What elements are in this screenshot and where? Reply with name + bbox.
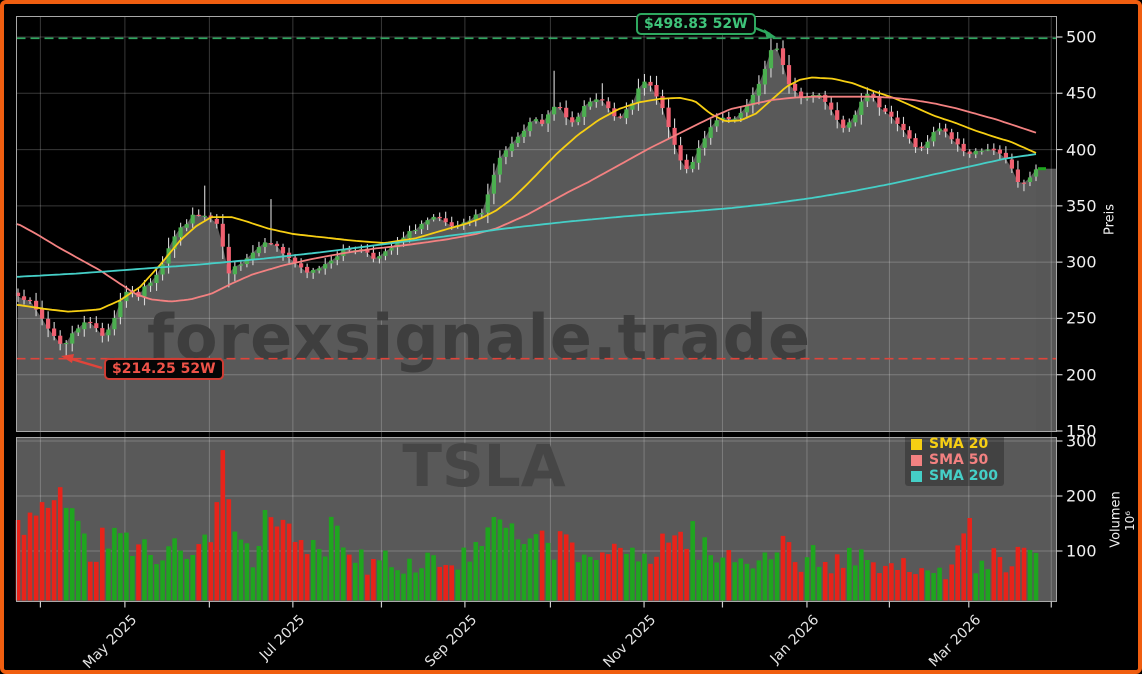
legend-row-sma200: SMA 200 [911, 468, 998, 484]
sma50-legend-label: SMA 50 [929, 452, 989, 468]
gridlines [16, 16, 1057, 602]
volume-bars [15, 450, 1039, 601]
sma-20-line [15, 76, 1037, 313]
price-tick-200: 200 [1066, 365, 1097, 385]
52w-high-label: $498.83 52W [636, 13, 756, 35]
volume-tick-300: 300 [1066, 431, 1097, 451]
price-tick-400: 400 [1066, 140, 1097, 160]
volume-tick-200: 200 [1066, 486, 1097, 506]
price-volume-chart: forexsignale.trade TSLA [15, 16, 1063, 608]
volume-tick-100: 100 [1066, 541, 1097, 561]
sma200-swatch-icon [911, 470, 922, 482]
legend-row-sma20: SMA 20 [911, 436, 998, 452]
sma-50-line [15, 95, 1037, 303]
sma-200-line [15, 153, 1037, 278]
site-watermark: forexsignale.trade [147, 301, 811, 374]
sma20-legend-label: SMA 20 [929, 436, 989, 452]
price-area-fill [16, 48, 1057, 432]
sma50-swatch-icon [911, 454, 922, 466]
price-tick-300: 300 [1066, 252, 1097, 272]
axes-spines [16, 16, 1063, 608]
sma-legend: SMA 20 SMA 50 SMA 200 [905, 434, 1004, 486]
price-tick-250: 250 [1066, 308, 1097, 328]
price-tick-350: 350 [1066, 196, 1097, 216]
sma200-legend-label: SMA 200 [929, 468, 998, 484]
price-axis-title: Preis [1102, 203, 1118, 236]
legend-row-sma50: SMA 50 [911, 452, 998, 468]
price-tick-450: 450 [1066, 83, 1097, 103]
sma20-swatch-icon [911, 438, 922, 450]
52w-low-label: $214.25 52W [104, 358, 224, 380]
price-tick-500: 500 [1066, 27, 1097, 47]
watermarks: forexsignale.trade TSLA [147, 301, 811, 500]
volume-axis-title: Volumen [1108, 491, 1124, 548]
price-tick-150: 150 [1066, 421, 1097, 441]
symbol-watermark: TSLA [402, 432, 565, 500]
volume-multiplier-label: 10⁶ [1123, 510, 1137, 532]
